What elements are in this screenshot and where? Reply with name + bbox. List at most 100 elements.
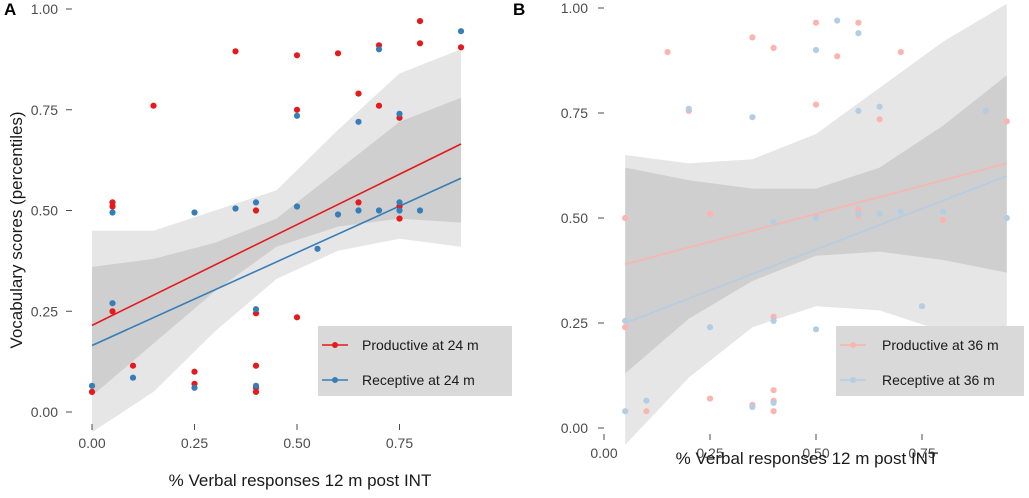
point-productive xyxy=(150,102,157,109)
point-receptive xyxy=(191,209,198,216)
point-productive xyxy=(664,49,671,56)
panel-b-confidence-bands xyxy=(625,3,1007,445)
x-tick-label: 0.25 xyxy=(696,445,723,461)
point-productive xyxy=(770,408,777,415)
panel-a-x-axis-label: % Verbal responses 12 m post INT xyxy=(169,471,432,490)
point-receptive xyxy=(897,208,904,215)
point-productive xyxy=(876,116,883,123)
y-tick-label: 0.25 xyxy=(31,303,58,319)
point-productive xyxy=(293,52,301,59)
point-receptive xyxy=(855,30,862,37)
point-receptive xyxy=(876,103,883,110)
y-tick-label: 0.00 xyxy=(561,420,588,436)
point-receptive xyxy=(396,199,403,206)
ci-band-inner xyxy=(625,75,1007,374)
x-tick-label: 0.25 xyxy=(181,435,208,451)
point-receptive xyxy=(685,105,692,112)
point-productive xyxy=(622,214,629,222)
x-tick-label: 0.50 xyxy=(802,445,829,461)
point-receptive xyxy=(375,46,383,53)
point-productive xyxy=(940,217,947,224)
y-tick-label: 0.50 xyxy=(561,210,588,226)
point-receptive xyxy=(622,317,629,324)
point-receptive xyxy=(770,399,777,406)
point-receptive xyxy=(812,214,820,222)
point-receptive xyxy=(375,207,383,214)
panel-b-points xyxy=(622,17,1010,415)
point-productive xyxy=(812,101,820,108)
y-tick-label: 1.00 xyxy=(561,0,588,16)
panel-b-x-axis-label: % Verbal responses 12 m post INT xyxy=(676,449,939,468)
point-receptive xyxy=(293,203,301,210)
point-receptive xyxy=(252,382,260,389)
point-receptive xyxy=(109,300,116,307)
point-productive xyxy=(396,215,403,222)
point-productive xyxy=(643,408,650,415)
point-productive xyxy=(355,90,362,97)
point-receptive xyxy=(252,199,260,206)
point-productive xyxy=(706,210,714,217)
point-productive xyxy=(897,49,904,56)
panel-a-points xyxy=(88,18,465,395)
point-productive xyxy=(834,53,841,60)
point-receptive xyxy=(314,245,321,252)
point-productive xyxy=(293,106,301,113)
point-receptive xyxy=(855,107,862,114)
panel-b-y-axis: 0.00 0.25 0.50 0.75 1.00 xyxy=(561,0,604,436)
point-productive xyxy=(375,102,383,109)
point-receptive xyxy=(109,209,116,216)
x-tick-label: 0.00 xyxy=(78,435,105,451)
point-receptive xyxy=(396,110,403,117)
panel-a-legend-box xyxy=(318,326,512,396)
panel-a-label: A xyxy=(4,0,16,19)
fit-line-productive xyxy=(91,143,462,327)
point-receptive xyxy=(232,205,239,212)
point-productive xyxy=(416,18,424,25)
y-tick-label: 1.00 xyxy=(31,1,58,17)
panel-a-confidence-bands xyxy=(92,49,461,433)
panel-b-legend-box xyxy=(836,326,1024,396)
legend-dot-productive-24 xyxy=(332,342,338,348)
point-receptive xyxy=(749,114,756,121)
x-tick-label: 0.75 xyxy=(386,435,413,451)
point-receptive xyxy=(876,210,883,217)
point-productive xyxy=(109,203,116,210)
point-productive xyxy=(88,388,96,395)
ci-band-inner xyxy=(92,97,461,396)
legend-dot-receptive-24 xyxy=(332,377,338,383)
point-receptive xyxy=(396,207,403,214)
point-receptive xyxy=(129,374,137,381)
legend-label-productive-24: Productive at 24 m xyxy=(362,337,479,353)
point-receptive xyxy=(88,382,96,389)
point-productive xyxy=(355,199,362,206)
point-receptive xyxy=(834,17,841,24)
legend-label-receptive-24: Receptive at 24 m xyxy=(362,372,475,388)
point-productive xyxy=(416,40,424,47)
point-productive xyxy=(457,44,465,51)
point-productive xyxy=(334,50,342,57)
point-receptive xyxy=(770,317,777,324)
x-tick-label: 0.75 xyxy=(908,445,935,461)
point-productive xyxy=(622,324,629,331)
point-receptive xyxy=(812,46,820,54)
panel-a: A 0.000.250.500.751.00 0.00 0.25 0.50 0.75 … xyxy=(4,0,512,490)
point-productive xyxy=(191,368,198,375)
point-receptive xyxy=(812,326,820,333)
y-tick-label: 0.50 xyxy=(31,203,58,219)
point-productive xyxy=(1003,118,1010,125)
y-tick-label: 0.75 xyxy=(31,102,58,118)
legend-label-receptive-36: Receptive at 36 m xyxy=(882,372,995,388)
point-receptive xyxy=(252,306,260,313)
point-productive xyxy=(129,362,137,369)
legend-label-productive-36: Productive at 36 m xyxy=(882,337,999,353)
point-productive xyxy=(749,34,756,41)
point-productive xyxy=(770,44,777,52)
point-receptive xyxy=(982,107,989,114)
point-productive xyxy=(232,48,239,55)
point-productive xyxy=(706,395,714,402)
point-receptive xyxy=(940,208,947,215)
point-receptive xyxy=(918,303,926,310)
point-productive xyxy=(855,19,862,26)
point-receptive xyxy=(749,403,756,411)
